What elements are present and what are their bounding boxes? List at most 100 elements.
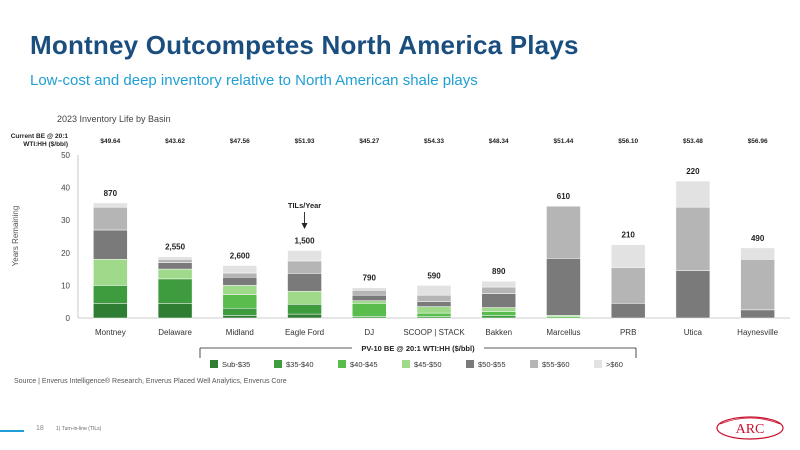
bar-segment bbox=[222, 277, 258, 286]
bar-segment bbox=[222, 265, 258, 274]
bar-segment bbox=[222, 285, 258, 295]
footer-accent-line bbox=[0, 430, 24, 432]
y-tick-label: 20 bbox=[61, 249, 70, 258]
legend-swatch bbox=[466, 360, 474, 368]
current-be-value: $53.48 bbox=[683, 138, 703, 145]
bar-segment bbox=[481, 311, 516, 316]
bar-segment bbox=[222, 272, 258, 278]
bar-segment bbox=[222, 307, 258, 316]
bar-segment bbox=[287, 260, 322, 274]
source-note: Source | Enverus Intelligence® Research,… bbox=[14, 378, 287, 385]
bar-segment bbox=[222, 315, 258, 319]
category-label: Delaware bbox=[158, 328, 192, 337]
y-tick-label: 50 bbox=[61, 151, 70, 160]
current-be-value: $47.56 bbox=[230, 138, 250, 145]
bar-segment bbox=[287, 291, 322, 305]
category-label: Marcellus bbox=[546, 328, 580, 337]
bar-segment bbox=[610, 267, 646, 304]
tils-label: 1,500 bbox=[295, 237, 316, 246]
arc-logo: ARC bbox=[716, 416, 784, 440]
x-axis-label: PV-10 BE @ 20:1 WTI:HH ($/bbl) bbox=[361, 344, 475, 353]
current-be-value: $49.64 bbox=[100, 138, 120, 145]
category-label: DJ bbox=[364, 328, 374, 337]
bar-segment bbox=[93, 303, 128, 319]
bar-segment bbox=[157, 262, 193, 270]
current-be-label-line2: WTI:HH ($/bbl) bbox=[23, 141, 68, 148]
tils-label: 2,550 bbox=[165, 243, 186, 252]
current-be-label-line1: Current BE @ 20:1 bbox=[11, 133, 69, 140]
bar-segment bbox=[416, 312, 452, 317]
tils-label: 210 bbox=[622, 231, 636, 240]
bar-segment bbox=[352, 287, 387, 291]
legend-label: $40-$45 bbox=[350, 360, 378, 369]
bar-segment bbox=[352, 300, 387, 304]
tils-annotation: TILs/Year bbox=[288, 201, 321, 210]
current-be-value: $51.44 bbox=[554, 138, 574, 145]
current-be-value: $54.33 bbox=[424, 138, 444, 145]
bar-segment bbox=[352, 303, 387, 317]
bar-segment bbox=[416, 294, 452, 302]
tils-label: 870 bbox=[104, 189, 118, 198]
y-tick-label: 40 bbox=[61, 184, 70, 193]
tils-label: 590 bbox=[427, 271, 441, 280]
tils-label: 610 bbox=[557, 192, 571, 201]
x-axis-label-bg bbox=[352, 342, 484, 353]
bar-segment bbox=[93, 206, 128, 231]
y-tick-label: 30 bbox=[61, 216, 70, 225]
tils-label: 2,600 bbox=[230, 252, 251, 261]
bar-segment bbox=[675, 206, 711, 271]
current-be-value: $48.34 bbox=[489, 138, 509, 145]
bar-segment bbox=[481, 315, 516, 319]
tils-label: 220 bbox=[686, 167, 700, 176]
bar-segment bbox=[610, 303, 646, 319]
current-be-value: $45.27 bbox=[359, 138, 379, 145]
legend-label: $45-$50 bbox=[414, 360, 442, 369]
annotation-arrow-head bbox=[301, 223, 308, 229]
bar-segment bbox=[546, 205, 581, 259]
bar-segment bbox=[481, 286, 516, 294]
legend-label: $55-$60 bbox=[542, 360, 570, 369]
bar-segment bbox=[287, 313, 322, 319]
bar-segment bbox=[481, 280, 516, 288]
category-label: SCOOP | STACK bbox=[403, 328, 465, 337]
bar-segment bbox=[481, 293, 516, 308]
tils-label: 890 bbox=[492, 267, 506, 276]
bar-segment bbox=[416, 306, 452, 314]
bar-segment bbox=[157, 268, 193, 280]
bar-segment bbox=[675, 270, 711, 319]
page-number: 18 bbox=[36, 425, 44, 432]
legend-swatch bbox=[594, 360, 602, 368]
legend-swatch bbox=[530, 360, 538, 368]
bar-segment bbox=[610, 244, 646, 268]
current-be-value: $43.62 bbox=[165, 138, 185, 145]
category-label: Midland bbox=[226, 328, 254, 337]
current-be-value: $56.96 bbox=[748, 138, 768, 145]
y-tick-label: 10 bbox=[61, 281, 70, 290]
bar-segment bbox=[222, 294, 258, 309]
bar-segment bbox=[93, 202, 128, 208]
bar-segment bbox=[287, 273, 322, 292]
current-be-value: $56.10 bbox=[618, 138, 638, 145]
bar-segment bbox=[675, 180, 711, 208]
slide-subtitle: Low-cost and deep inventory relative to … bbox=[30, 72, 478, 89]
svg-text:ARC: ARC bbox=[736, 422, 765, 437]
bar-segment bbox=[287, 250, 322, 262]
bar-segment bbox=[157, 259, 193, 263]
legend-swatch bbox=[210, 360, 218, 368]
bar-segment bbox=[546, 258, 581, 316]
category-label: Utica bbox=[684, 328, 703, 337]
category-label: PRB bbox=[620, 328, 636, 337]
legend-swatch bbox=[338, 360, 346, 368]
tils-label: 790 bbox=[363, 274, 377, 283]
footnote: 1) Turn-in-line (TILs) bbox=[56, 426, 102, 432]
bar-segment bbox=[93, 259, 128, 286]
y-axis-label: Years Remaining bbox=[11, 206, 20, 267]
bar-segment bbox=[93, 229, 128, 260]
legend-swatch bbox=[402, 360, 410, 368]
bar-segment bbox=[416, 285, 452, 296]
category-label: Montney bbox=[95, 328, 126, 337]
bar-segment bbox=[416, 301, 452, 307]
y-tick-label: 0 bbox=[66, 314, 71, 323]
category-label: Bakken bbox=[485, 328, 512, 337]
legend-label: $35-$40 bbox=[286, 360, 314, 369]
